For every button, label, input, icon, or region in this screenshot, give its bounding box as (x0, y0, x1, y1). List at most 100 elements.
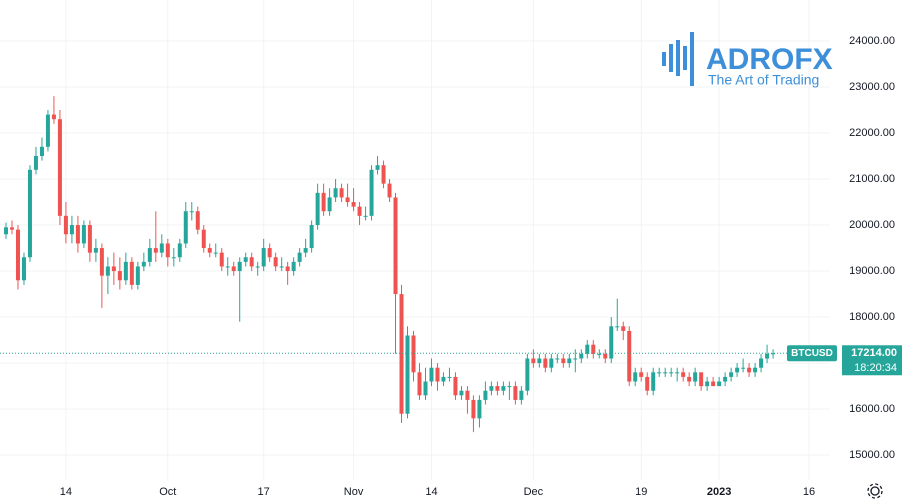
candle-body (393, 197, 398, 295)
candle-body (501, 386, 506, 391)
candle-body (105, 266, 110, 276)
candle-body (57, 119, 62, 216)
candle-body (381, 165, 386, 184)
y-tick-label: 15000.00 (849, 449, 895, 461)
symbol-label: BTCUSD (791, 348, 833, 359)
x-tick-label: Nov (344, 486, 364, 498)
candle-body (321, 192, 326, 212)
candle-body (561, 358, 566, 364)
candle-body (753, 367, 758, 373)
candle-body (435, 367, 440, 382)
candle-body (27, 169, 32, 258)
y-tick-label: 19000.00 (849, 265, 895, 277)
candle-body (675, 372, 680, 374)
x-tick-label: 16 (803, 486, 815, 498)
candle-body (177, 243, 182, 258)
price-label: 17214.00 (851, 347, 897, 359)
candle-body (303, 248, 308, 253)
candle-body (765, 353, 770, 359)
candle-body (45, 114, 50, 147)
candle-body (39, 146, 44, 157)
candle-body (75, 225, 80, 244)
candle-body (99, 248, 104, 276)
candle-body (579, 353, 584, 359)
candle-body (681, 372, 686, 377)
candle-body (123, 261, 128, 281)
y-tick-label: 18000.00 (849, 311, 895, 323)
candle-body (315, 192, 320, 226)
candle-body (93, 248, 98, 253)
candle-body (603, 353, 608, 359)
candle-body (489, 386, 494, 391)
candle-body (531, 358, 536, 364)
candle-body (201, 229, 206, 249)
candle-body (645, 376, 650, 391)
logo-tagline: The Art of Trading (708, 72, 819, 88)
candle-body (711, 381, 716, 387)
candle-body (573, 358, 578, 360)
candle-body (495, 386, 500, 391)
candle-body (69, 225, 74, 235)
candle-body (357, 206, 362, 216)
candle-body (273, 257, 278, 267)
candle-body (117, 271, 122, 281)
candle-body (411, 335, 416, 373)
candle-body (399, 294, 404, 414)
candle-body (447, 376, 452, 378)
candle-body (213, 252, 218, 254)
candle-body (375, 165, 380, 170)
candle-body (249, 257, 254, 267)
candle-body (549, 358, 554, 368)
candle-body (81, 225, 86, 244)
candle-body (717, 381, 722, 387)
candle-body (285, 266, 290, 272)
candle-body (15, 229, 20, 281)
candle-body (237, 261, 242, 272)
candle-body (591, 344, 596, 354)
y-tick-label: 20000.00 (849, 219, 895, 231)
candle-body (483, 390, 488, 400)
candle-body (621, 326, 626, 331)
candle-body (369, 169, 374, 216)
x-tick-label: Oct (159, 486, 176, 498)
candle-body (705, 381, 710, 387)
x-tick-label: 14 (425, 486, 437, 498)
candle-body (651, 372, 656, 391)
candle-body (231, 266, 236, 272)
price-box (842, 345, 902, 376)
candle-body (345, 197, 350, 203)
candle-body (183, 211, 188, 244)
candle-body (327, 197, 332, 212)
candle-body (567, 358, 572, 364)
candle-body (387, 183, 392, 198)
candle-body (417, 372, 422, 396)
candle-body (537, 358, 542, 364)
candle-body (699, 372, 704, 387)
y-tick-label: 22000.00 (849, 127, 895, 139)
candle-body (261, 248, 266, 267)
y-tick-label: 16000.00 (849, 403, 895, 415)
candle-body (423, 381, 428, 396)
candle-body (291, 261, 296, 272)
candle-body (747, 367, 752, 373)
candle-body (513, 386, 518, 400)
candle-body (555, 358, 560, 360)
candle-body (153, 248, 158, 253)
candle-body (243, 257, 248, 262)
candle-body (465, 390, 470, 400)
candle-body (633, 372, 638, 382)
candle-body (441, 376, 446, 382)
settings-icon[interactable] (867, 483, 883, 499)
candle-body (195, 211, 200, 230)
candle-body (63, 215, 68, 235)
candle-body (351, 202, 356, 207)
candle-body (639, 372, 644, 377)
x-tick-label: 17 (258, 486, 270, 498)
candle-body (615, 326, 620, 328)
y-tick-label: 23000.00 (849, 81, 895, 93)
candle-body (477, 399, 482, 419)
candle-body (189, 211, 194, 213)
logo: ADROFX The Art of Trading (662, 32, 833, 88)
candle-body (363, 215, 368, 217)
